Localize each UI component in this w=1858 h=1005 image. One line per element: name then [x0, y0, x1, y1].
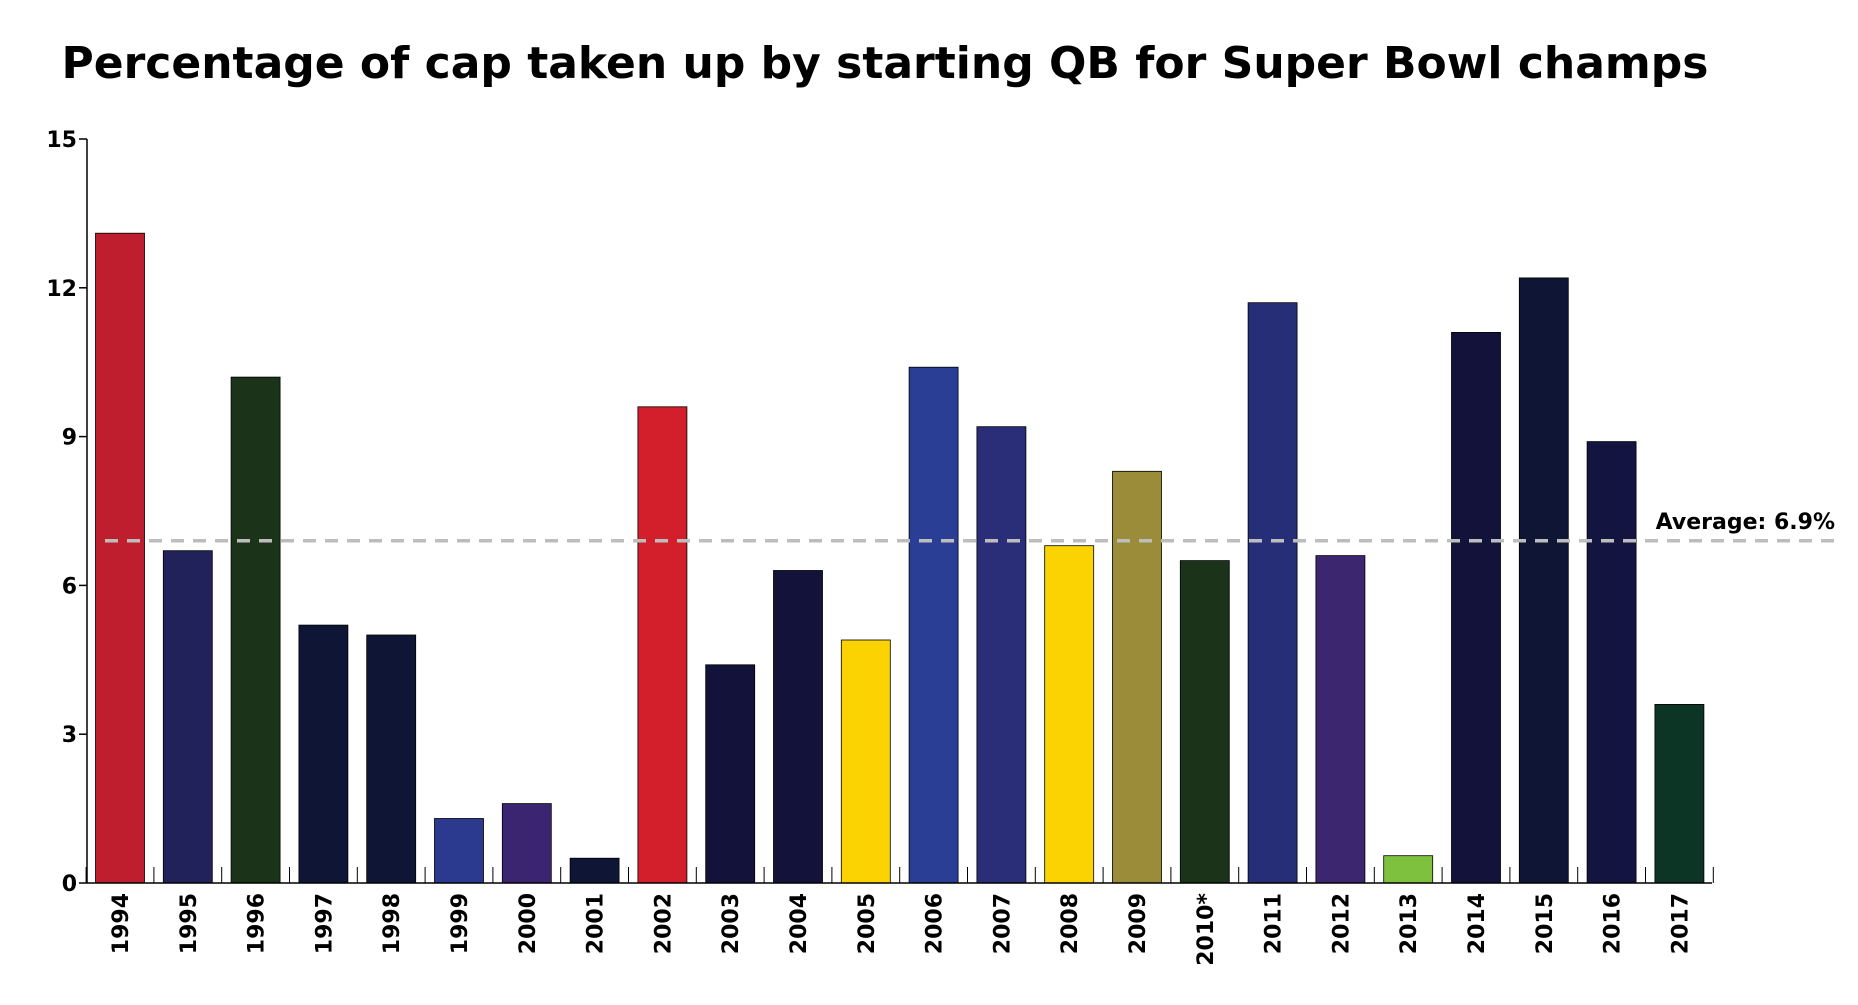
bar-2011 [1247, 302, 1298, 884]
bar-2010* [1179, 560, 1230, 884]
bar-2012 [1315, 555, 1366, 884]
y-tick-label: 15 [46, 128, 77, 153]
bar-2000 [501, 803, 552, 884]
x-tick-label-1999: 1999 [448, 893, 473, 954]
bar-2003 [705, 664, 756, 884]
x-tick-label-2015: 2015 [1533, 893, 1558, 954]
x-tick-label-2008: 2008 [1058, 893, 1083, 954]
x-tick-label-2012: 2012 [1329, 893, 1354, 954]
x-tick-label-2005: 2005 [855, 893, 880, 954]
x-tick-label-2003: 2003 [719, 893, 744, 954]
bar-2017 [1654, 704, 1705, 884]
bar-1997 [298, 624, 349, 884]
bar-1998 [366, 634, 417, 884]
bar-2009 [1112, 470, 1162, 884]
bar-2015 [1518, 277, 1569, 884]
y-tick-label: 0 [62, 872, 77, 897]
bar-2008 [1044, 545, 1095, 884]
y-tick-label: 12 [46, 277, 77, 302]
x-tick-label-2007: 2007 [990, 893, 1015, 954]
x-tick-label-1995: 1995 [177, 893, 202, 954]
bar-2006 [908, 366, 959, 884]
x-tick-label-2017: 2017 [1668, 893, 1693, 954]
x-tick-label-2009: 2009 [1126, 893, 1151, 954]
y-ticks: 0 3 6 9 12 15 [46, 128, 87, 897]
bar-2013 [1383, 855, 1434, 884]
x-ticks: 1994 1995 1996 1997 1998 1999 2000 2001 2002 2003… [85, 867, 1714, 966]
bar-1996 [230, 376, 281, 884]
bar-1995 [162, 550, 213, 884]
x-tick-label-2001: 2001 [584, 893, 609, 954]
bar-2004 [773, 570, 823, 884]
x-tick-label-2013: 2013 [1397, 893, 1422, 954]
bar-2005 [840, 639, 891, 884]
average-label: Average: 6.9% [1656, 510, 1835, 535]
bar-2014 [1451, 331, 1501, 884]
bar-2002 [637, 406, 688, 884]
x-tick-label-2006: 2006 [923, 893, 948, 954]
x-tick-label-2010*: 2010* [1194, 893, 1219, 966]
bar-2016 [1586, 441, 1637, 884]
x-tick-label-1996: 1996 [245, 893, 270, 954]
chart-title: Percentage of cap taken up by starting Q… [62, 38, 1709, 89]
bar-1999 [434, 818, 484, 884]
x-tick-label-1998: 1998 [380, 893, 405, 954]
x-tick-label-2002: 2002 [651, 893, 676, 954]
bar-2007 [976, 426, 1027, 884]
average-layer: Average: 6.9% [105, 510, 1838, 543]
x-tick-label-2011: 2011 [1262, 893, 1287, 954]
y-tick-label: 3 [62, 723, 77, 748]
bars-layer [95, 232, 1705, 884]
x-tick-label-2016: 2016 [1601, 893, 1626, 954]
x-tick-label-2004: 2004 [787, 893, 812, 954]
bar-1994 [95, 232, 145, 884]
y-tick-label: 6 [62, 574, 77, 599]
bar-2001 [569, 857, 620, 884]
x-tick-label-2014: 2014 [1465, 893, 1490, 954]
y-tick-label: 9 [62, 426, 77, 451]
x-tick-label-1994: 1994 [109, 893, 134, 954]
x-tick-label-2000: 2000 [516, 893, 541, 954]
x-tick-label-1997: 1997 [312, 893, 337, 954]
